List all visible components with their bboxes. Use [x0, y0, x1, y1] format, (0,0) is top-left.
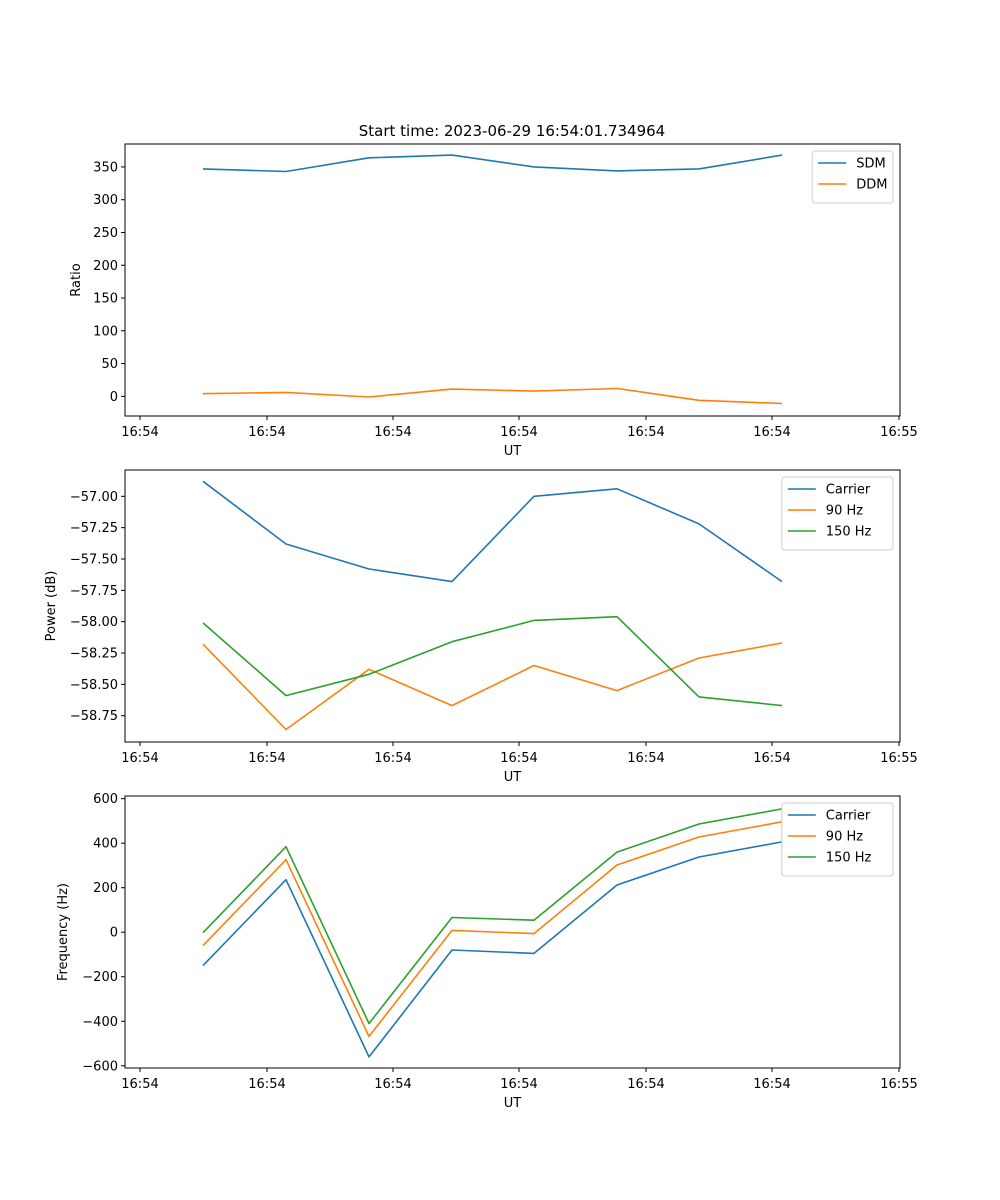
x-tick-label: 16:54	[374, 751, 411, 766]
panel-1: 16:54 16:54 16:54 16:54 16:54 16:54 16:55 0 50 10…	[69, 143, 918, 459]
x-tick-label: 16:54	[500, 1077, 537, 1092]
legend-label: Carrier	[826, 809, 871, 824]
y-tick-label: −58.50	[70, 678, 118, 693]
y-tick-label: −400	[82, 1015, 118, 1030]
x-tick-label: 16:54	[627, 751, 664, 766]
legend-label: 90 Hz	[826, 504, 863, 519]
legend-label: Carrier	[826, 483, 871, 498]
x-tick-label: 16:55	[880, 1077, 917, 1092]
y-tick-label: −57.50	[70, 552, 118, 567]
legend-label: 90 Hz	[826, 830, 863, 845]
y-tick-label: 0	[110, 926, 118, 941]
legend: SDM DDM	[811, 150, 894, 204]
y-axis-label: Frequency (Hz)	[56, 883, 71, 981]
y-tick-label: −57.00	[70, 490, 118, 505]
x-tick-label: 16:54	[753, 751, 790, 766]
series-line-ddm	[202, 387, 783, 405]
y-tick-label: 150	[93, 292, 118, 307]
legend-label: DDM	[856, 178, 887, 193]
y-tick-label: 350	[93, 160, 118, 175]
y-tick-label: 250	[93, 226, 118, 241]
x-tick-label: 16:54	[753, 425, 790, 440]
series-line-150-hz	[202, 808, 783, 1025]
legend: Carrier 90 Hz 150 Hz	[781, 476, 894, 551]
panel-2: 16:54 16:54 16:54 16:54 16:54 16:54 16:55 −58.7…	[44, 469, 918, 785]
legend: Carrier 90 Hz 150 Hz	[781, 802, 894, 877]
x-axis-label: UT	[504, 770, 522, 785]
y-tick-label: −58.00	[70, 615, 118, 630]
x-tick-label: 16:54	[627, 425, 664, 440]
x-tick-label: 16:54	[248, 751, 285, 766]
y-tick-label: 100	[93, 324, 118, 339]
x-tick-label: 16:55	[880, 751, 917, 766]
y-tick-label: 400	[93, 837, 118, 852]
x-axis-label: UT	[504, 1096, 522, 1111]
x-tick-label: 16:54	[374, 425, 411, 440]
figure-title: Start time: 2023-06-29 16:54:01.734964	[359, 122, 665, 140]
panels: 16:54 16:54 16:54 16:54 16:54 16:54 16:55 0 50 10…	[44, 143, 918, 1111]
legend-label: 150 Hz	[826, 851, 872, 866]
x-tick-label: 16:54	[500, 751, 537, 766]
x-axis-label: UT	[504, 444, 522, 459]
y-tick-label: −58.25	[70, 647, 118, 662]
x-tick-label: 16:54	[121, 751, 158, 766]
series-line-carrier	[202, 841, 783, 1058]
x-tick-label: 16:54	[248, 425, 285, 440]
y-tick-label: −57.25	[70, 521, 118, 536]
y-tick-label: 0	[110, 390, 118, 405]
series-line-90-hz	[202, 642, 783, 731]
x-tick-label: 16:54	[121, 425, 158, 440]
legend-label: SDM	[856, 157, 885, 172]
series-line-carrier	[202, 480, 783, 583]
y-axis-label: Power (dB)	[44, 571, 59, 642]
x-tick-label: 16:54	[500, 425, 537, 440]
y-tick-label: 200	[93, 259, 118, 274]
x-tick-label: 16:54	[248, 1077, 285, 1092]
y-tick-label: 50	[101, 357, 118, 372]
x-tick-label: 16:54	[753, 1077, 790, 1092]
y-tick-label: 600	[93, 792, 118, 807]
series-line-sdm	[202, 154, 783, 173]
x-tick-label: 16:55	[880, 425, 917, 440]
y-tick-label: −600	[82, 1059, 118, 1074]
series-line-150-hz	[202, 615, 783, 707]
x-tick-label: 16:54	[374, 1077, 411, 1092]
y-tick-label: −58.75	[70, 709, 118, 724]
legend-box	[811, 150, 894, 204]
axes-frame	[124, 469, 901, 743]
legend-label: 150 Hz	[826, 525, 872, 540]
y-axis-label: Ratio	[69, 263, 84, 296]
panel-3: 16:54 16:54 16:54 16:54 16:54 16:54 16:55 −600 −…	[56, 792, 918, 1111]
y-tick-label: −57.75	[70, 584, 118, 599]
x-tick-label: 16:54	[121, 1077, 158, 1092]
axes-frame	[124, 143, 901, 417]
series-line-90-hz	[202, 821, 783, 1038]
y-tick-label: −200	[82, 970, 118, 985]
y-tick-label: 300	[93, 193, 118, 208]
y-tick-label: 200	[93, 881, 118, 896]
x-tick-label: 16:54	[627, 1077, 664, 1092]
